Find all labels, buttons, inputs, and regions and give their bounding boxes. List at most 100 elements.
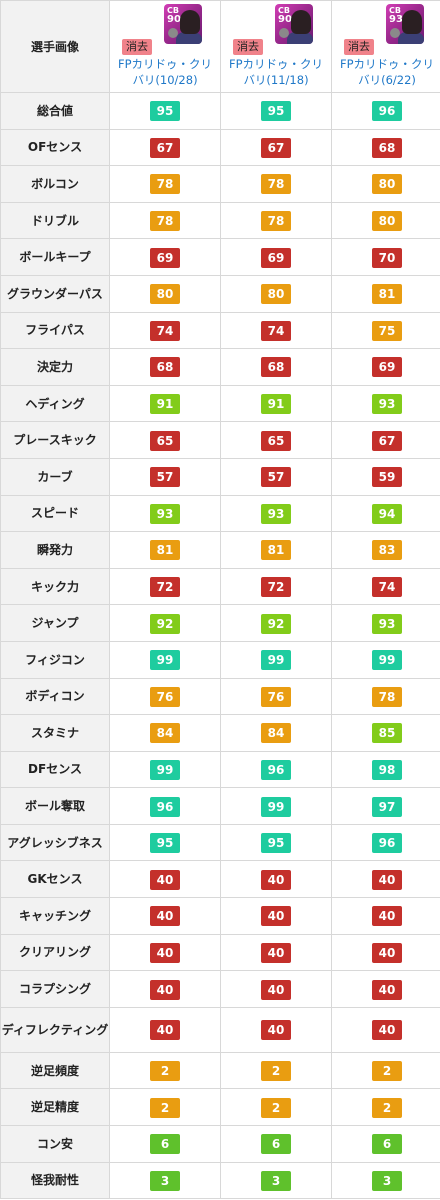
player-card-image-2[interactable]: CB 90 xyxy=(275,4,313,44)
stat-value-badge: 67 xyxy=(372,430,402,451)
stat-value-badge: 2 xyxy=(150,1061,180,1082)
stat-value-badge: 99 xyxy=(261,650,291,671)
stat-value-badge: 92 xyxy=(150,613,180,634)
stat-value-badge: 80 xyxy=(372,174,402,195)
stat-value-badge: 67 xyxy=(261,137,291,158)
stat-label: キャッチング xyxy=(0,897,110,935)
stat-label: ディフレクティング xyxy=(0,1006,110,1053)
stat-value-badge: 69 xyxy=(372,357,402,378)
stat-value-badge: 6 xyxy=(372,1134,402,1155)
stat-row: ボールキープ 69 69 70 xyxy=(0,238,440,276)
stat-value-badge: 40 xyxy=(372,906,402,927)
stat-cell: 69 xyxy=(331,348,440,386)
stat-cell: 40 xyxy=(109,1006,221,1053)
stat-value-badge: 3 xyxy=(261,1170,291,1191)
stat-label: クリアリング xyxy=(0,933,110,972)
stat-row: フィジコン 99 99 99 xyxy=(0,640,440,679)
stat-cell: 94 xyxy=(331,494,440,533)
stat-cell: 97 xyxy=(331,787,440,825)
stat-cell: 2 xyxy=(220,1051,332,1090)
player-card-image-1[interactable]: CB 90 xyxy=(164,4,202,44)
stat-cell: 2 xyxy=(331,1088,440,1127)
stat-row: プレースキック 65 65 67 xyxy=(0,421,440,459)
stat-cell: 95 xyxy=(109,823,221,862)
stat-value-badge: 68 xyxy=(372,137,402,158)
stat-value-badge: 97 xyxy=(372,796,402,817)
stat-label: ボール奪取 xyxy=(0,787,110,825)
stat-value-badge: 74 xyxy=(261,320,291,341)
stat-label: DFセンス xyxy=(0,750,110,789)
stat-label: スタミナ xyxy=(0,714,110,752)
stat-cell: 80 xyxy=(331,165,440,203)
stat-value-badge: 76 xyxy=(150,686,180,707)
stat-label: ボールキープ xyxy=(0,238,110,276)
stat-cell: 72 xyxy=(109,567,221,606)
stat-cell: 40 xyxy=(220,1006,332,1053)
stat-cell: 93 xyxy=(220,494,332,533)
stat-cell: 40 xyxy=(331,860,440,899)
stat-cell: 91 xyxy=(109,384,221,423)
stat-value-badge: 91 xyxy=(150,394,180,415)
stat-row: 瞬発力 81 81 83 xyxy=(0,531,440,569)
stat-label: コラプシング xyxy=(0,970,110,1008)
stat-value-badge: 78 xyxy=(150,174,180,195)
stat-cell: 93 xyxy=(331,384,440,423)
stat-value-badge: 40 xyxy=(372,942,402,963)
stat-value-badge: 80 xyxy=(150,284,180,305)
stat-row: ボディコン 76 76 78 xyxy=(0,677,440,716)
stat-value-badge: 40 xyxy=(150,869,180,890)
stat-row: アグレッシブネス 95 95 96 xyxy=(0,823,440,862)
stat-cell: 78 xyxy=(220,165,332,203)
player-column-2: CB 90 消去 FPカリドゥ・クリバリ(11/18) xyxy=(220,0,332,93)
stat-value-badge: 93 xyxy=(372,394,402,415)
player-card-image-3[interactable]: CB 93 xyxy=(386,4,424,44)
stat-cell: 40 xyxy=(331,970,440,1008)
stat-label: 総合値 xyxy=(0,92,110,130)
stat-value-badge: 76 xyxy=(261,686,291,707)
delete-button[interactable]: 消去 xyxy=(233,39,263,55)
stat-cell: 80 xyxy=(331,201,440,240)
stat-value-badge: 72 xyxy=(150,577,180,598)
stat-label: ボルコン xyxy=(0,165,110,203)
stat-value-badge: 99 xyxy=(261,796,291,817)
club-emblem-icon xyxy=(168,28,178,38)
stat-cell: 67 xyxy=(220,128,332,167)
stat-cell: 67 xyxy=(109,128,221,167)
stat-value-badge: 83 xyxy=(372,540,402,561)
card-position: CB xyxy=(389,6,401,15)
card-rating: 90 xyxy=(167,14,181,25)
stat-label: アグレッシブネス xyxy=(0,823,110,862)
stat-cell: 96 xyxy=(331,823,440,862)
stat-cell: 40 xyxy=(220,970,332,1008)
stat-cell: 68 xyxy=(331,128,440,167)
stat-value-badge: 96 xyxy=(372,101,402,122)
club-emblem-icon xyxy=(279,28,289,38)
delete-button[interactable]: 消去 xyxy=(344,39,374,55)
stat-value-badge: 2 xyxy=(261,1061,291,1082)
stat-cell: 3 xyxy=(109,1161,221,1200)
stat-value-badge: 40 xyxy=(261,942,291,963)
stat-cell: 84 xyxy=(109,714,221,752)
stat-cell: 68 xyxy=(109,348,221,386)
player-column-3: CB 93 消去 FPカリドゥ・クリバリ(6/22) xyxy=(331,0,440,93)
player-column-1: CB 90 消去 FPカリドゥ・クリバリ(10/28) xyxy=(109,0,221,93)
stat-value-badge: 85 xyxy=(372,723,402,744)
stat-cell: 70 xyxy=(331,238,440,276)
delete-button[interactable]: 消去 xyxy=(122,39,152,55)
stat-label: フライパス xyxy=(0,311,110,350)
stat-value-badge: 93 xyxy=(150,503,180,524)
stat-label: フィジコン xyxy=(0,640,110,679)
stat-cell: 78 xyxy=(109,165,221,203)
player-name-link[interactable]: FPカリドゥ・クリバリ(11/18) xyxy=(228,57,324,87)
stat-value-badge: 81 xyxy=(372,284,402,305)
stat-cell: 6 xyxy=(220,1125,332,1163)
stat-row: コン安 6 6 6 xyxy=(0,1125,440,1163)
card-position: CB xyxy=(167,6,179,15)
stat-row: 決定力 68 68 69 xyxy=(0,348,440,386)
stat-value-badge: 40 xyxy=(150,1020,180,1041)
stat-cell: 40 xyxy=(220,860,332,899)
player-name-link[interactable]: FPカリドゥ・クリバリ(6/22) xyxy=(339,57,435,87)
player-name-link[interactable]: FPカリドゥ・クリバリ(10/28) xyxy=(117,57,213,87)
stat-label: コン安 xyxy=(0,1125,110,1163)
